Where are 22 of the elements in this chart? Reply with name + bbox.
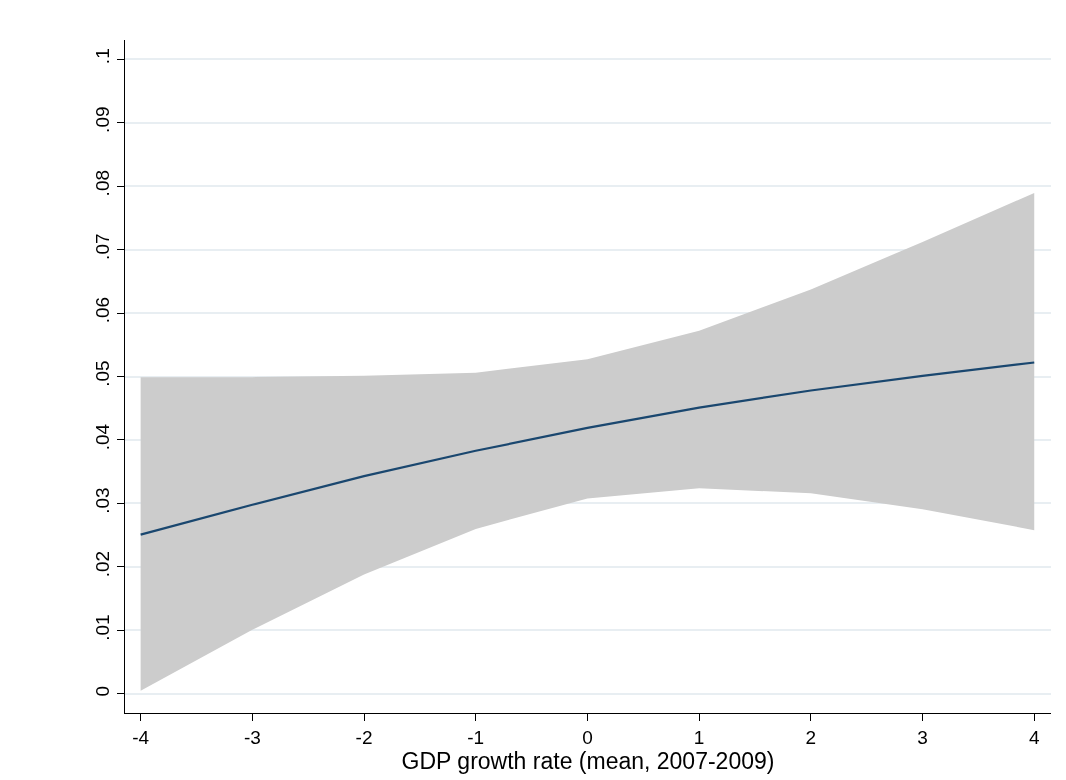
y-tick-label: .03 bbox=[92, 487, 114, 514]
y-tick-label: 0 bbox=[92, 685, 114, 697]
y-tick-label: .09 bbox=[92, 106, 114, 133]
y-tick-label: .04 bbox=[92, 423, 114, 451]
y-tick-label: .06 bbox=[92, 296, 114, 324]
x-tick-label: 1 bbox=[693, 726, 705, 748]
y-tick-label: .01 bbox=[92, 614, 114, 641]
y-tick-label: .05 bbox=[92, 360, 114, 387]
y-tick-label: .07 bbox=[92, 233, 114, 260]
x-tick-label: -3 bbox=[243, 726, 261, 748]
x-tick-label: 4 bbox=[1028, 726, 1040, 748]
x-tick-label: 0 bbox=[582, 726, 593, 748]
y-tick-label: .08 bbox=[92, 169, 114, 197]
line-series bbox=[139, 361, 1036, 536]
y-tick-label: .02 bbox=[92, 550, 114, 578]
y-tick-label: .1 bbox=[92, 48, 114, 65]
x-tick-label: -1 bbox=[467, 726, 485, 748]
x-tick-label: 3 bbox=[917, 726, 928, 748]
x-tick-label: 2 bbox=[805, 726, 817, 748]
x-tick-label: -4 bbox=[132, 726, 150, 748]
x-tick-label: -2 bbox=[355, 726, 373, 748]
x-axis-title: GDP growth rate (mean, 2007-2009) bbox=[401, 747, 775, 774]
